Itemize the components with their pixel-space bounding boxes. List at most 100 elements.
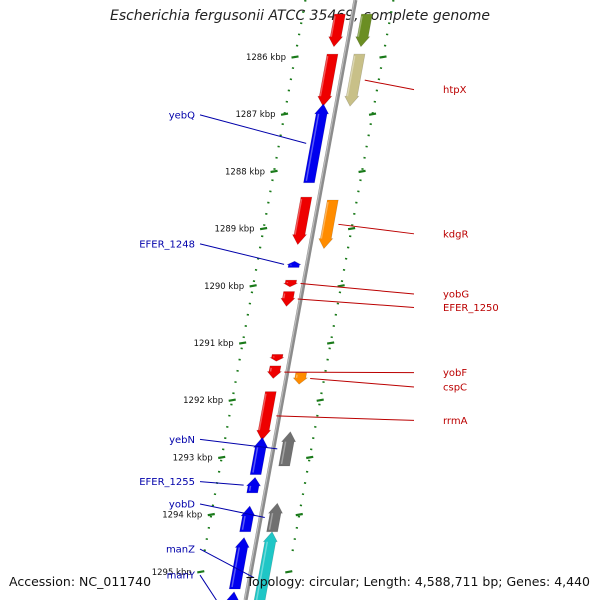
gene-label-yebq: yebQ [169,110,195,121]
major-tick-left [197,570,205,574]
efer_1248-gene-arrow[interactable] [286,260,302,268]
gene-label-manz: manZ [166,545,195,556]
rrma-gene-arrow[interactable] [256,391,277,441]
unlabeled-gene-arrow[interactable] [328,13,346,48]
kbp-tick-label: 1292 kbp [183,396,223,406]
major-tick-right [316,398,324,402]
major-tick-left [218,455,226,460]
major-tick-left [207,512,215,517]
efer_1250-gene-arrow[interactable] [280,291,296,307]
gene-highlight [320,201,329,239]
gene-label-efer_1250: EFER_1250 [443,303,499,314]
kbp-tick-label: 1290 kbp [204,282,244,292]
unlabeled-gene-arrow[interactable] [228,536,250,590]
gene-label-yebn: yebN [169,435,195,446]
yobg-gene-arrow[interactable] [282,279,298,288]
label-leader-line [297,298,415,308]
unlabeled-gene-arrow[interactable] [292,196,313,246]
gene-highlight [357,15,363,37]
gene-highlight [305,113,320,181]
major-tick-right [295,512,303,517]
major-tick-right [285,570,293,574]
unlabeled-gene-arrow[interactable] [268,354,285,362]
gene-layer [223,13,373,600]
gene-highlight [258,393,267,431]
kbp-tick-label: 1287 kbp [235,110,275,120]
gene-highlight [295,374,298,379]
gene-label-rrma: rrmA [443,416,468,427]
gene-label-many: manY [167,571,196,582]
gene-label-efer_1248: EFER_1248 [139,239,195,250]
many-gene-arrow[interactable] [223,591,239,600]
backbone-line [243,0,358,600]
label-leader-line [199,114,307,144]
major-tick-left [238,341,247,345]
label-leader-line [276,415,415,421]
label-leader-line [199,548,254,578]
major-tick-left [228,398,236,402]
kdgr-gene-arrow[interactable] [318,199,339,250]
gene-label-htpx: htpX [443,85,467,96]
yobf-gene-arrow[interactable] [266,365,283,379]
yobd-gene-arrow[interactable] [266,502,283,533]
label-leader-line [199,243,285,265]
topology-label: Topology: [246,574,306,589]
gene-highlight [269,367,272,372]
backbone-highlight [244,0,356,600]
gene-highlight [241,515,246,530]
label-leader-line [199,481,244,486]
major-tick-right [347,226,356,231]
label-leader-line [199,438,278,450]
major-tick-right [337,284,345,288]
efer_1255-gene-arrow[interactable] [245,476,262,494]
ruler-right [285,0,395,574]
kbp-tick-label: 1288 kbp [225,167,265,177]
htpx-gene-arrow[interactable] [344,53,366,107]
kbp-tick-label: 1295 kbp [152,568,192,578]
cspc-gene-arrow[interactable] [292,372,309,385]
topology-value: circular [309,574,356,589]
gene-highlight [294,199,303,235]
backbone-layer [243,0,358,600]
yebn-gene-arrow[interactable] [278,431,297,467]
gene-highlight [280,441,287,465]
unlabeled-gene-arrow[interactable] [317,53,339,107]
label-leader-line [199,574,217,600]
kbp-tick-label: 1286 kbp [246,53,286,63]
unlabeled-gene-arrow[interactable] [249,436,269,475]
label-leader-line [310,377,415,388]
gene-highlight [268,513,274,530]
gene-label-yobd: yobD [169,499,195,510]
kbp-tick-label: 1291 kbp [194,339,234,349]
genes-label: Genes: [506,574,551,589]
major-tick-left [249,284,257,288]
major-tick-left [259,226,268,231]
major-tick-right [306,455,314,460]
gene-highlight [282,293,286,299]
gene-label-cspc: cspC [443,382,467,393]
label-leader-line [199,503,265,518]
major-tick-left [280,112,289,116]
yebq-gene-arrow[interactable] [303,103,330,184]
accession-label: Accession: [9,574,76,589]
gene-highlight [319,56,329,97]
gene-label-yobg: yobG [443,290,469,301]
label-leader-line [338,223,415,235]
major-tick-right [379,55,387,59]
footer-summary: Topology: circular; Length: 4,588,711 bp; … [246,574,590,589]
gene-highlight [231,547,240,588]
genes-value: 4,440 [554,574,590,589]
kbp-tick-label: 1289 kbp [215,225,255,235]
gene-highlight [346,56,356,97]
unlabeled-gene-arrow[interactable] [239,505,256,533]
label-layer: htpX yebQ kdgR EFER_1248 yobG EFER_1250 yobF cs… [139,79,499,600]
ruler-left: 1286 kbp 1287 kbp 1288 kbp 1289 kbp 1290 kbp… [152,0,307,578]
gene-label-efer_1255: EFER_1255 [139,477,195,488]
gene-highlight [252,447,259,473]
unlabeled-gene-arrow[interactable] [355,13,373,48]
label-leader-line [364,79,415,91]
accession-value: NC_011740 [79,574,152,589]
manz-gene-arrow[interactable] [250,531,278,600]
